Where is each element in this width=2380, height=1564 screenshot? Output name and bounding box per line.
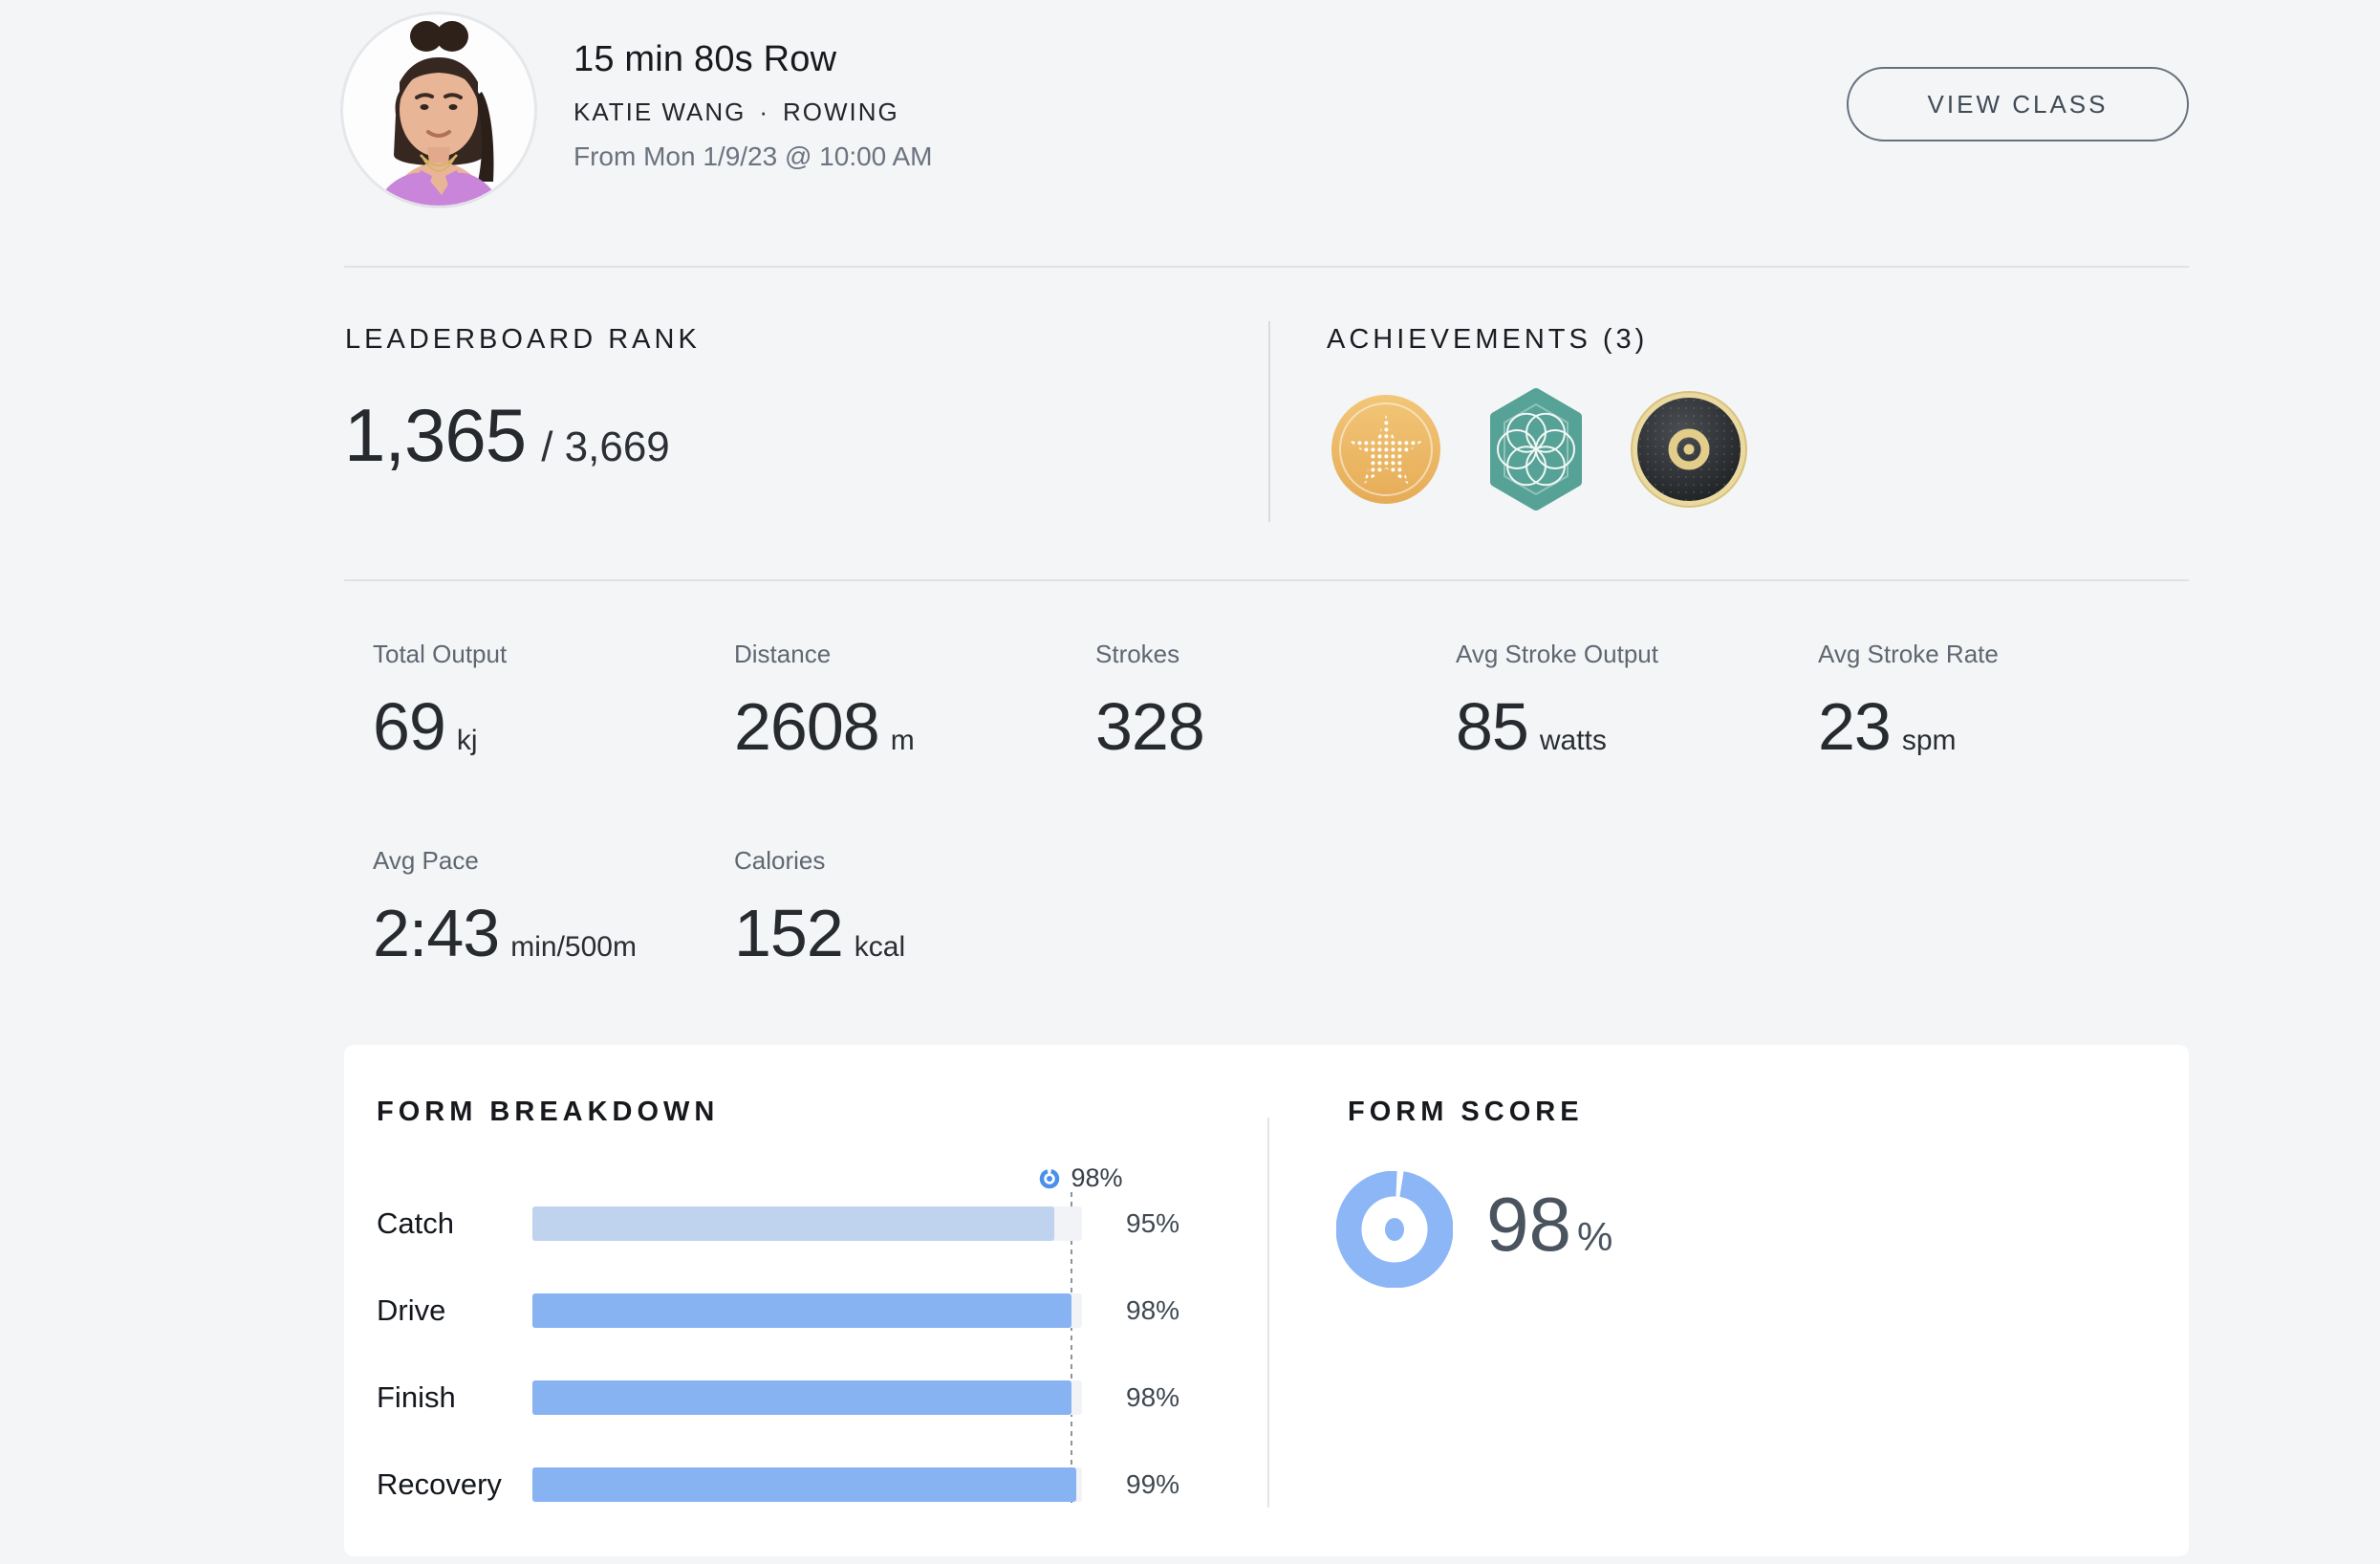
metric-value: 23 (1818, 689, 1892, 764)
metric-avg-stroke-rate: Avg Stroke Rate 23 spm (1818, 639, 2172, 760)
bar-track (532, 1293, 1082, 1328)
form-score-value: 98 % (1486, 1186, 1612, 1263)
discipline-label: ROWING (783, 98, 899, 126)
form-score-percent-sign: % (1576, 1214, 1613, 1259)
meta-separator-dot: · (759, 98, 770, 126)
form-breakdown-heading: FORM BREAKDOWN (377, 1097, 720, 1127)
form-score-donut-chart (1335, 1170, 1454, 1289)
achievement-badges (1331, 386, 1747, 512)
class-title: 15 min 80s Row (573, 39, 837, 79)
form-score-donut (1335, 1170, 1454, 1289)
metric-label: Avg Stroke Output (1456, 640, 1658, 668)
form-score-heading: FORM SCORE (1348, 1097, 1584, 1127)
bar-value-catch: 95% (1126, 1208, 1180, 1238)
metric-unit: spm (1901, 725, 1957, 756)
metric-calories: Calories 152 kcal (734, 845, 1088, 967)
metric-label: Strokes (1095, 640, 1180, 668)
form-target-line (1070, 1192, 1072, 1508)
metric-value: 85 (1456, 689, 1529, 764)
bar-fill-recovery (532, 1467, 1077, 1502)
header-divider (344, 266, 2189, 268)
bar-track (532, 1380, 1082, 1415)
bar-fill-drive (532, 1293, 1071, 1328)
bar-track (532, 1206, 1082, 1241)
metric-label: Distance (734, 640, 832, 668)
gold-star-medal-icon[interactable] (1331, 394, 1441, 505)
form-sections-divider (1267, 1118, 1269, 1508)
bar-value-drive: 98% (1126, 1295, 1180, 1325)
bar-track (532, 1467, 1082, 1502)
metric-total-output: Total Output 69 kj (373, 639, 726, 760)
metric-value: 2608 (734, 689, 880, 764)
bar-value-finish: 98% (1126, 1382, 1180, 1412)
instructor-name: KATIE WANG (573, 98, 746, 126)
achievements-heading: ACHIEVEMENTS (3) (1327, 324, 1649, 355)
vinyl-record-badge-icon[interactable] (1631, 391, 1747, 508)
metric-label: Total Output (373, 640, 508, 668)
metric-value: 2:43 (373, 896, 500, 970)
metric-value: 69 (373, 689, 446, 764)
instructor-avatar (340, 11, 537, 208)
metric-label: Avg Stroke Rate (1818, 640, 1999, 668)
rank-number: 1,365 (344, 393, 527, 477)
avatar-illustration (341, 12, 536, 207)
form-card: FORM BREAKDOWN 98% Catch 95% Drive 98% F… (344, 1045, 2189, 1556)
bar-label-recovery: Recovery (377, 1467, 502, 1501)
metric-value: 152 (734, 896, 844, 970)
class-date: From Mon 1/9/23 @ 10:00 AM (573, 141, 933, 171)
bar-value-recovery: 99% (1126, 1469, 1180, 1499)
rank-total: / 3,669 (541, 424, 670, 470)
form-score-number: 98 (1486, 1182, 1571, 1267)
metrics-divider (344, 579, 2189, 581)
metric-avg-stroke-output: Avg Stroke Output 85 watts (1456, 639, 1809, 760)
metric-unit: kcal (854, 931, 906, 963)
metric-unit: min/500m (510, 931, 637, 963)
metric-unit: watts (1539, 725, 1607, 756)
metric-unit: m (890, 725, 915, 756)
metric-value: 328 (1095, 689, 1205, 764)
leaderboard-rank-heading: LEADERBOARD RANK (345, 324, 701, 355)
form-score-marker-icon (1039, 1168, 1059, 1188)
view-class-button[interactable]: VIEW CLASS (1847, 67, 2189, 141)
bar-fill-catch (532, 1206, 1055, 1241)
metric-distance: Distance 2608 m (734, 639, 1088, 760)
metric-label: Calories (734, 846, 826, 875)
class-meta: KATIE WANG · ROWING (573, 98, 899, 127)
metric-unit: kj (456, 725, 478, 756)
bar-fill-finish (532, 1380, 1071, 1415)
metric-strokes: Strokes 328 (1095, 639, 1449, 760)
teal-flower-hexagon-badge-icon[interactable] (1485, 387, 1587, 511)
metric-avg-pace: Avg Pace 2:43 min/500m (373, 845, 726, 967)
leaderboard-rank-value: 1,365 / 3,669 (344, 398, 670, 472)
form-target-zone: 98% (532, 1163, 1123, 1192)
bar-label-drive: Drive (377, 1293, 446, 1327)
bar-label-finish: Finish (377, 1380, 456, 1414)
form-target-marker: 98% (1037, 1163, 1123, 1193)
metric-label: Avg Pace (373, 846, 479, 875)
form-target-label: 98% (1071, 1163, 1123, 1192)
leaderboard-achievements-divider (1268, 321, 1270, 522)
bar-label-catch: Catch (377, 1206, 454, 1240)
